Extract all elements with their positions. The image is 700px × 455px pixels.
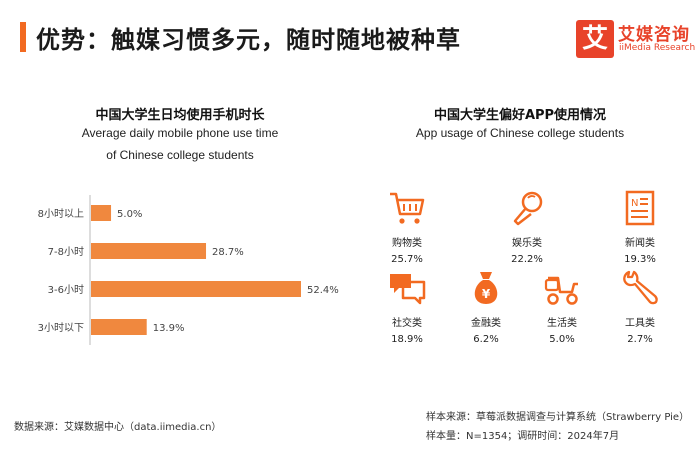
app-label: 新闻类 (625, 238, 655, 249)
microphone-icon (513, 191, 543, 226)
app-label: 娱乐类 (512, 238, 542, 249)
daily-usage-bar-chart: 8小时以上 5.0% 7-8小时 28.7% 3-6小时 52.4% 3小时以下 13.9% (38, 195, 339, 345)
sample-size: 样本量：N=1354；调研时间：2024年7月 (426, 431, 620, 442)
wrench-icon (623, 270, 658, 305)
app-item-news: N 新闻类 19.3% (600, 188, 680, 265)
app-value: 6.2% (473, 334, 499, 345)
category-label: 8小时以上 (38, 208, 84, 220)
right-panel-title: 中国大学生偏好APP使用情况 (433, 108, 607, 123)
app-item-social: 社交类 18.9% (367, 268, 447, 345)
right-panel-subtitle: App usage of Chinese college students (415, 126, 625, 140)
category-label: 3小时以下 (38, 322, 84, 334)
app-item-entertainment: 娱乐类 22.2% (487, 188, 567, 265)
svg-text:N: N (631, 198, 638, 209)
app-label: 购物类 (392, 238, 422, 249)
category-label: 7-8小时 (48, 246, 84, 258)
value-label: 5.0% (117, 209, 142, 220)
app-label: 工具类 (625, 318, 655, 329)
value-label: 28.7% (212, 247, 244, 258)
left-chart-title: 中国大学生日均使用手机时长 (95, 108, 265, 123)
bar (91, 319, 147, 335)
bar (91, 205, 112, 221)
left-chart-subtitle-2: of Chinese college students (106, 148, 254, 162)
logo-mark: 艾 (576, 20, 614, 58)
data-source: 数据来源：艾媒数据中心（data.iimedia.cn） (14, 422, 222, 433)
bar (91, 243, 207, 259)
logo-text-en: iiMedia Research (619, 43, 696, 53)
app-value: 19.3% (624, 254, 656, 265)
category-label: 3-6小时 (48, 284, 84, 296)
money-bag-icon: ¥ (474, 272, 498, 304)
scooter-icon (544, 276, 578, 305)
app-item-shopping: 购物类 25.7% (367, 188, 447, 265)
shopping-cart-icon (390, 192, 425, 224)
app-label: 社交类 (392, 318, 422, 329)
app-value: 2.7% (627, 334, 653, 345)
logo-text-cn: 艾媒咨询 (618, 25, 690, 45)
app-item-tools: 工具类 2.7% (600, 268, 680, 345)
title-accent-bar (20, 22, 26, 52)
svg-text:¥: ¥ (482, 287, 491, 301)
app-value: 5.0% (549, 334, 575, 345)
app-label: 生活类 (547, 318, 577, 329)
bar (91, 281, 301, 297)
app-value: 18.9% (391, 334, 423, 345)
app-item-life: 生活类 5.0% (522, 268, 602, 345)
app-label: 金融类 (471, 318, 501, 329)
news-icon: N (625, 190, 655, 226)
value-label: 13.9% (153, 323, 185, 334)
app-value: 25.7% (391, 254, 423, 265)
value-label: 52.4% (307, 285, 339, 296)
sample-source: 样本来源：草莓派数据调查与计算系统（Strawberry Pie） (426, 412, 690, 423)
logo: 艾 艾媒咨询 iiMedia Research (576, 20, 696, 60)
left-chart-subtitle-1: Average daily mobile phone use time (81, 126, 279, 140)
app-item-finance: ¥ 金融类 6.2% (446, 268, 526, 345)
chat-bubbles-icon (390, 274, 426, 305)
page-title: 优势：触媒习惯多元，随时随地被种草 (36, 26, 461, 54)
app-value: 22.2% (511, 254, 543, 265)
